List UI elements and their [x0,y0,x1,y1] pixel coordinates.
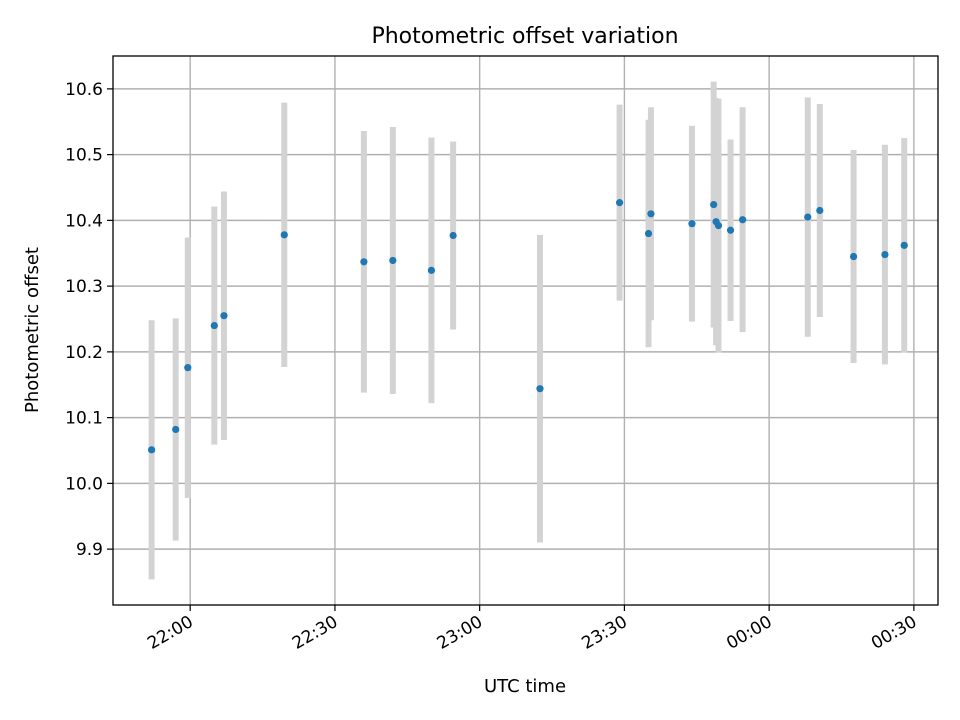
y-tick-label: 10.3 [65,277,103,297]
data-point [647,210,655,218]
data-point [449,231,457,240]
y-axis-label: Photometric offset [22,247,43,413]
plot-frame [112,55,939,606]
data-point [688,220,696,228]
data-point [172,425,180,434]
data-point [360,258,368,266]
axis-ticks: 22:00 22:30 23:00 23:30 00:00 00:30 9.9 10.0 10.… [65,80,920,654]
x-tick-label: 23:00 [434,612,486,654]
x-tick-label: 22:30 [289,612,341,654]
data-point [726,226,735,234]
grid [113,56,938,605]
data-point [804,213,812,221]
y-tick-label: 10.5 [65,146,103,166]
data-points [147,199,908,454]
y-tick-label: 10.0 [65,474,103,494]
x-axis-label: UTC time [484,676,566,697]
data-point [710,200,718,209]
x-tick-label: 23:30 [578,612,630,654]
y-tick-label: 9.9 [76,540,103,560]
x-tick-label: 00:30 [868,612,920,654]
data-point [280,231,288,239]
data-point [900,241,908,249]
data-point [220,312,228,320]
chart-title: Photometric offset variation [371,24,678,49]
data-point [427,266,436,274]
data-point [714,222,723,230]
y-tick-label: 10.4 [65,211,103,231]
data-point [536,385,544,393]
data-point [615,199,624,207]
x-tick-label: 00:00 [723,612,775,654]
data-point [184,364,192,372]
data-point [881,250,889,259]
y-tick-label: 10.6 [65,80,103,100]
data-point [816,206,824,215]
error-bars [148,81,908,580]
y-tick-label: 10.1 [65,409,103,429]
x-tick-label: 22:00 [144,612,196,654]
data-point [389,256,397,265]
data-point [210,321,218,330]
data-point [147,446,156,454]
data-point [849,252,858,261]
y-tick-label: 10.2 [65,343,103,363]
data-point [739,216,747,224]
data-point [644,229,653,238]
